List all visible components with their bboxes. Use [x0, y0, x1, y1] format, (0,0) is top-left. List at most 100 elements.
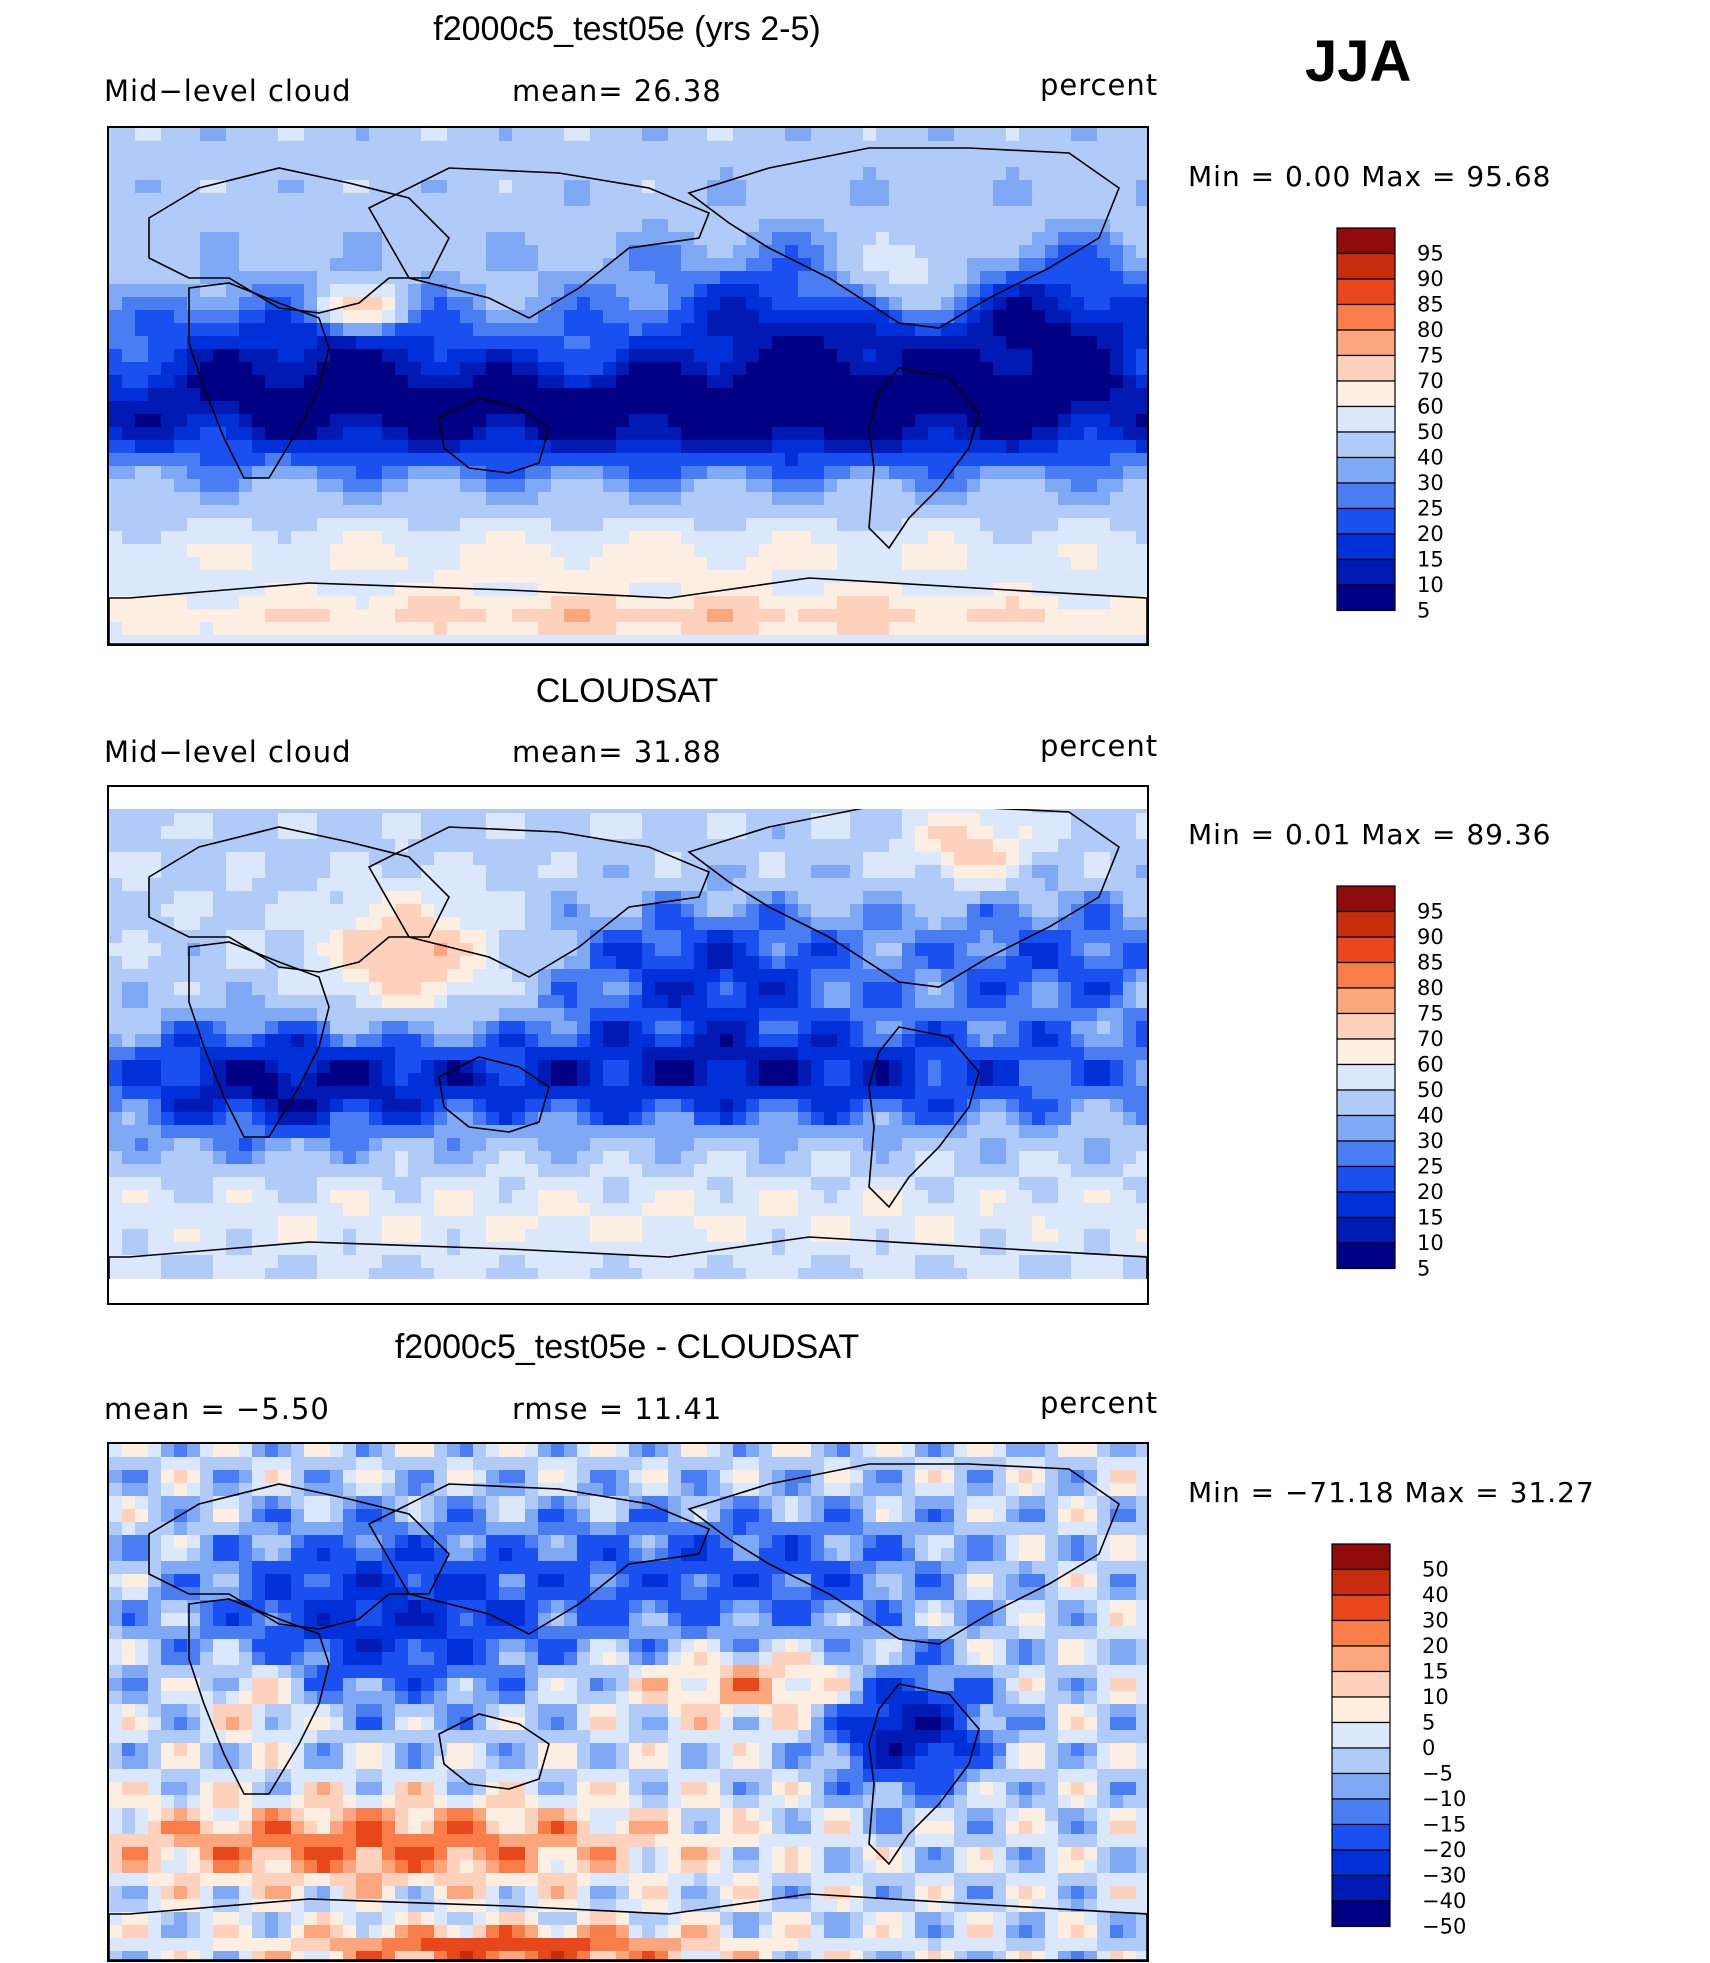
- panel-2-map-svg: [109, 787, 1147, 1303]
- panel-3-minmax: Min = −71.18 Max = 31.27: [1188, 1476, 1595, 1509]
- colorbar-swatch: [1336, 405, 1396, 433]
- colorbar-swatch: [1336, 1216, 1396, 1244]
- colorbar-tick-label: 5: [1422, 1711, 1435, 1735]
- colorbar-swatch: [1336, 1038, 1396, 1066]
- coastline: [148, 1483, 450, 1630]
- panel-1-minmax: Min = 0.00 Max = 95.68: [1188, 160, 1552, 193]
- coastline: [188, 282, 330, 479]
- colorbar-swatch: [1336, 507, 1396, 535]
- colorbar-swatch: [1336, 482, 1396, 510]
- colorbar-swatch: [1336, 278, 1396, 306]
- panel-1-units-label: percent: [1040, 68, 1159, 102]
- colorbar-tick-label: 25: [1417, 497, 1444, 521]
- colorbar-swatch: [1336, 1012, 1396, 1040]
- coastline: [438, 1713, 550, 1790]
- colorbar-tick-label: 60: [1417, 1053, 1444, 1077]
- colorbar-tick-label: 30: [1417, 471, 1444, 495]
- colorbar-swatch: [1336, 910, 1396, 938]
- panel-3-map-svg: [109, 1444, 1147, 1960]
- colorbar-swatch: [1336, 252, 1396, 280]
- colorbar-swatch: [1331, 1874, 1391, 1902]
- coastline: [188, 1598, 330, 1795]
- panel-1-left-label: Mid−level cloud: [104, 74, 352, 108]
- colorbar-swatch: [1331, 1696, 1391, 1724]
- colorbar-swatch: [1336, 1140, 1396, 1168]
- colorbar-swatch: [1336, 456, 1396, 484]
- colorbar-tick-label: −40: [1422, 1889, 1466, 1913]
- colorbar-tick-label: −15: [1422, 1813, 1466, 1837]
- panel-3-colorbar: 50 40 30 20 15 10 5 0 −5 −10 −15 −20 −30 −40 −50: [1331, 1543, 1472, 1956]
- coastline: [868, 367, 980, 550]
- colorbar-tick-label: 20: [1422, 1634, 1449, 1658]
- colorbar-tick-label: 40: [1417, 1104, 1444, 1128]
- colorbar-swatch: [1336, 558, 1396, 586]
- coastline: [188, 941, 330, 1138]
- colorbar-tick-label: 15: [1417, 1206, 1444, 1230]
- colorbar-tick-label: 0: [1422, 1736, 1435, 1760]
- panel-2-title: CLOUDSAT: [535, 672, 719, 710]
- panel-3-mean-label: mean = −5.50: [104, 1392, 330, 1426]
- coastline: [868, 1683, 980, 1866]
- colorbar-tick-label: 10: [1417, 1231, 1444, 1255]
- coastline: [367, 167, 711, 319]
- colorbar-tick-label: −20: [1422, 1838, 1466, 1862]
- colorbar-swatch: [1331, 1670, 1391, 1698]
- colorbar-tick-label: 40: [1422, 1583, 1449, 1607]
- colorbar-tick-label: 80: [1417, 976, 1444, 1000]
- colorbar-swatch: [1336, 354, 1396, 382]
- season-label: JJA: [1305, 29, 1412, 94]
- panel-2-mean-label: mean= 31.88: [512, 735, 722, 769]
- panel-2-units-label: percent: [1040, 729, 1159, 763]
- coastline: [687, 1463, 1120, 1645]
- colorbar-swatch: [1331, 1543, 1391, 1571]
- coastline: [438, 397, 550, 474]
- colorbar-swatch: [1336, 987, 1396, 1015]
- coastline: [438, 1056, 550, 1133]
- colorbar-swatch: [1336, 936, 1396, 964]
- colorbar-tick-label: −30: [1422, 1864, 1466, 1888]
- panel-3-map: [107, 1442, 1149, 1962]
- colorbar-tick-label: 95: [1417, 900, 1444, 924]
- colorbar-tick-label: 20: [1417, 522, 1444, 546]
- coastline: [367, 1483, 711, 1635]
- colorbar-swatch: [1336, 1114, 1396, 1142]
- colorbar-swatch: [1336, 329, 1396, 357]
- colorbar-tick-label: −5: [1422, 1762, 1453, 1786]
- colorbar-tick-label: 30: [1417, 1129, 1444, 1153]
- colorbar-tick-label: 60: [1417, 395, 1444, 419]
- colorbar-tick-label: 80: [1417, 318, 1444, 342]
- colorbar-swatch: [1331, 1849, 1391, 1877]
- panel-3-title: f2000c5_test05e - CLOUDSAT: [394, 1328, 860, 1366]
- panel-1-colorbar: 95 90 85 80 75 70 60 50 40 30 25 20 15 10 5: [1336, 227, 1467, 640]
- panel-1-map-svg: [109, 128, 1147, 644]
- colorbar-tick-label: −50: [1422, 1915, 1466, 1939]
- colorbar-swatch: [1331, 1619, 1391, 1647]
- panel-1-title: f2000c5_test05e (yrs 2-5): [433, 10, 821, 48]
- panel-2-minmax: Min = 0.01 Max = 89.36: [1188, 818, 1552, 851]
- panel-3-rmse-label: rmse = 11.41: [512, 1392, 723, 1426]
- colorbar-swatch: [1336, 1089, 1396, 1117]
- colorbar-tick-label: 90: [1417, 925, 1444, 949]
- colorbar-swatch: [1336, 303, 1396, 331]
- colorbar-tick-label: 50: [1417, 1078, 1444, 1102]
- colorbar-swatch: [1336, 885, 1396, 913]
- colorbar-swatch: [1331, 1772, 1391, 1800]
- colorbar-swatch: [1336, 961, 1396, 989]
- colorbar-swatch: [1336, 1242, 1396, 1270]
- panel-1-mean-label: mean= 26.38: [512, 74, 722, 108]
- colorbar-tick-label: 75: [1417, 344, 1444, 368]
- colorbar-tick-label: 90: [1417, 267, 1444, 291]
- colorbar-swatch: [1331, 1823, 1391, 1851]
- colorbar-tick-label: 50: [1422, 1558, 1449, 1582]
- colorbar-swatch: [1331, 1645, 1391, 1673]
- colorbar-swatch: [1336, 584, 1396, 612]
- colorbar-tick-label: 40: [1417, 446, 1444, 470]
- colorbar-tick-label: 10: [1417, 573, 1444, 597]
- colorbar-tick-label: 15: [1422, 1660, 1449, 1684]
- colorbar-swatch: [1331, 1900, 1391, 1928]
- colorbar-swatch: [1336, 1165, 1396, 1193]
- colorbar-swatch: [1336, 1191, 1396, 1219]
- colorbar-swatch: [1331, 1594, 1391, 1622]
